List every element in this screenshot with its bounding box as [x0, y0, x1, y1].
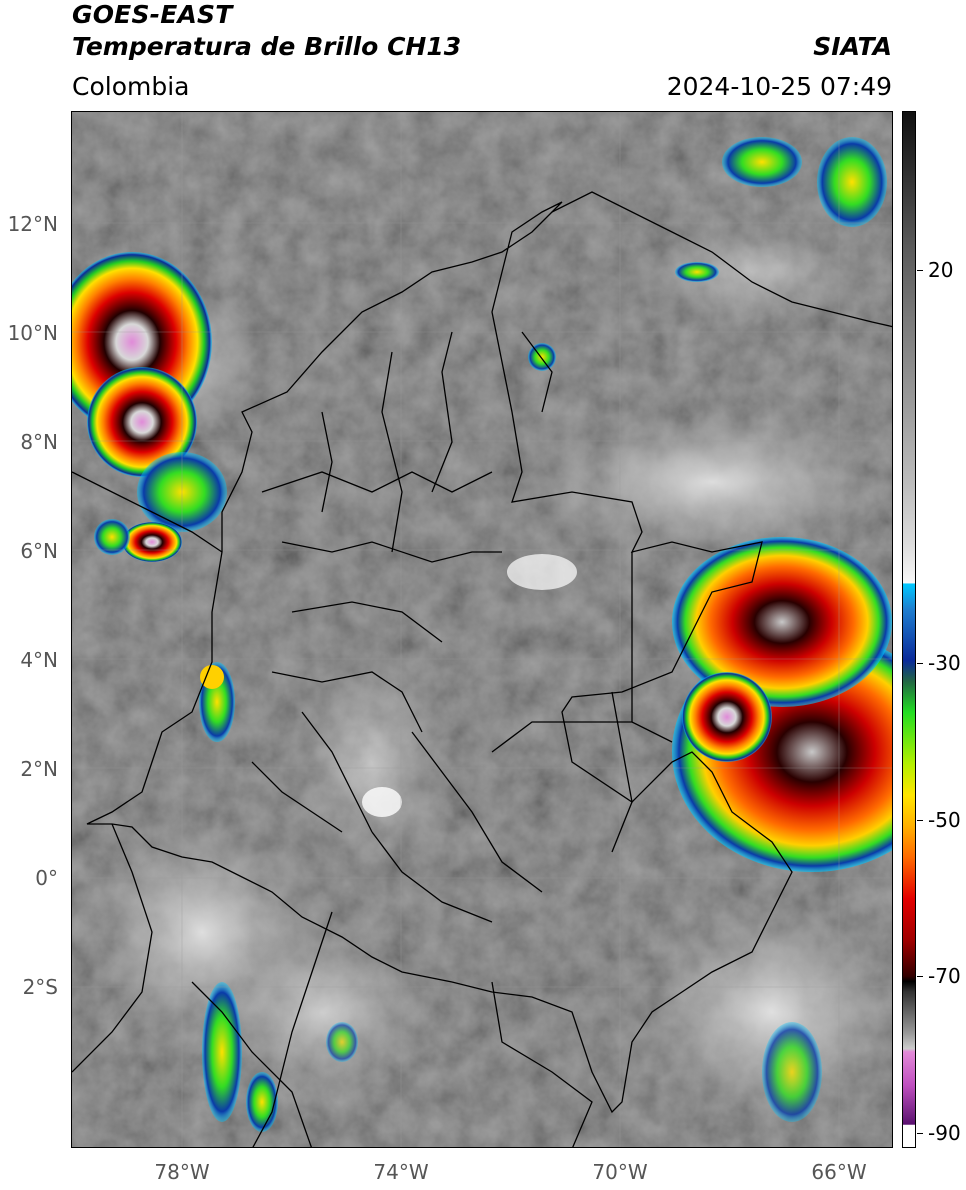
map-canvas — [72, 112, 892, 1147]
lon-label-66w: 66°W — [811, 1160, 867, 1184]
lat-label-6n: 6°N — [20, 539, 58, 563]
lat-label-4n: 4°N — [20, 648, 58, 672]
cbar-tick-m90 — [917, 1133, 923, 1134]
cbar-tick-m50 — [917, 820, 923, 821]
temperature-colorbar — [902, 111, 916, 1148]
satellite-title: GOES-EAST — [72, 0, 233, 29]
cbar-tick-m70 — [917, 976, 923, 977]
datetime-label: 2024-10-25 07:49 — [666, 72, 892, 101]
lat-label-12n: 12°N — [7, 212, 58, 236]
cbar-label-m30: -30 — [928, 651, 961, 675]
lon-label-78w: 78°W — [154, 1160, 210, 1184]
lon-label-70w: 70°W — [592, 1160, 648, 1184]
organization-label: SIATA — [813, 32, 892, 61]
convective-storms — [72, 137, 892, 1132]
cbar-tick-m30 — [917, 663, 923, 664]
cbar-tick-20 — [917, 270, 923, 271]
region-label: Colombia — [72, 72, 190, 101]
cbar-label-m70: -70 — [928, 964, 961, 988]
lat-label-2n: 2°N — [20, 757, 58, 781]
lat-label-8n: 8°N — [20, 430, 58, 454]
lat-label-10n: 10°N — [7, 321, 58, 345]
country-borders — [72, 191, 892, 1147]
lon-label-74w: 74°W — [373, 1160, 429, 1184]
cbar-label-20: 20 — [928, 258, 954, 282]
cbar-label-m90: -90 — [928, 1121, 961, 1145]
satellite-map[interactable] — [71, 111, 893, 1148]
cbar-label-m50: -50 — [928, 808, 961, 832]
product-title: Temperatura de Brillo CH13 — [72, 32, 462, 61]
lat-label-2s: 2°S — [22, 975, 58, 999]
graticule — [72, 112, 892, 1147]
lat-label-0: 0° — [35, 866, 58, 890]
